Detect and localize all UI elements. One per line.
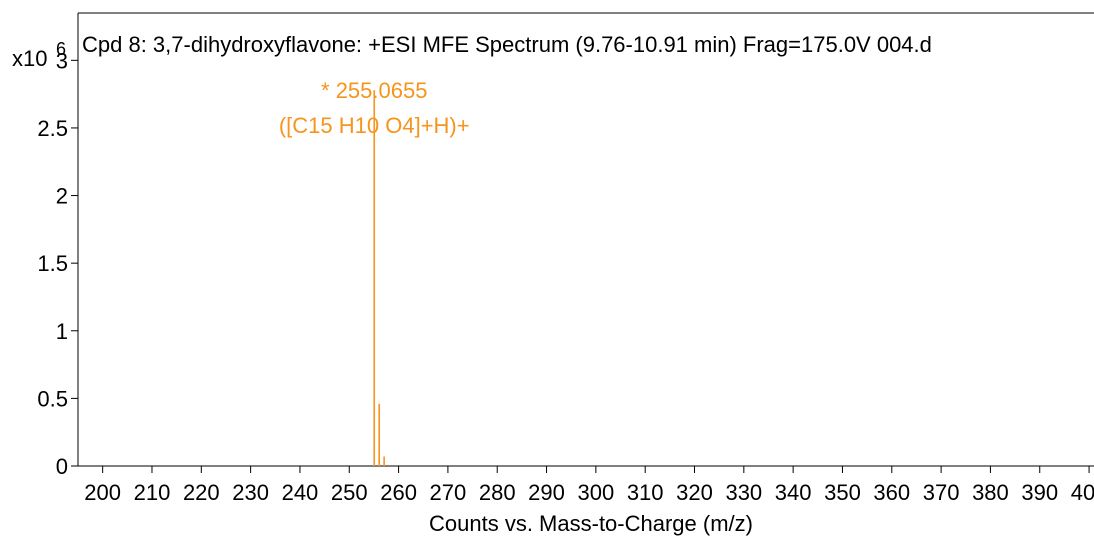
y-axis-ticks: 0 0.5 1 1.5 2 2.5 3	[37, 48, 78, 479]
x-tick-label: 250	[331, 480, 368, 505]
x-tick-label: 360	[873, 480, 910, 505]
spectrum-peaks	[373, 90, 385, 466]
x-tick-label: 340	[775, 480, 812, 505]
x-tick-label: 310	[627, 480, 664, 505]
x-tick-label: 380	[972, 480, 1009, 505]
y-tick-label: 2.5	[37, 116, 68, 141]
y-multiplier-exponent: 6	[56, 39, 66, 59]
x-tick-label: 210	[134, 480, 171, 505]
y-tick-label: 2	[56, 184, 68, 209]
x-tick-label: 300	[578, 480, 615, 505]
y-tick-label: 0.5	[37, 386, 68, 411]
chart-title: Cpd 8: 3,7-dihydroxyflavone: +ESI MFE Sp…	[82, 32, 932, 57]
x-tick-label: 200	[84, 480, 121, 505]
x-tick-label: 220	[183, 480, 220, 505]
y-tick-label: 3	[56, 48, 68, 73]
peak-annotations: * 255.0655 ([C15 H10 O4]+H)+	[279, 78, 470, 138]
x-tick-label: 400	[1071, 480, 1094, 505]
x-tick-label: 270	[430, 480, 467, 505]
plot-frame	[77, 12, 1094, 467]
x-tick-label: 240	[282, 480, 319, 505]
x-tick-label: 330	[725, 480, 762, 505]
x-tick-label: 370	[923, 480, 960, 505]
peak-formula-label: ([C15 H10 O4]+H)+	[279, 113, 470, 138]
peak-mz-label: * 255.0655	[321, 78, 427, 103]
x-tick-label: 350	[824, 480, 861, 505]
x-tick-label: 390	[1021, 480, 1058, 505]
x-tick-label: 320	[676, 480, 713, 505]
x-tick-label: 290	[528, 480, 565, 505]
y-multiplier-label: x10	[12, 46, 47, 71]
x-tick-label: 260	[380, 480, 417, 505]
x-axis-ticks: 200 210 220 230 240 250 260 270 280 290 300 310 320 3…	[84, 466, 1094, 505]
x-tick-label: 280	[479, 480, 516, 505]
y-tick-label: 0	[56, 454, 68, 479]
y-tick-label: 1	[56, 319, 68, 344]
x-axis-title: Counts vs. Mass-to-Charge (m/z)	[429, 511, 753, 536]
x-tick-label: 230	[232, 480, 269, 505]
y-tick-label: 1.5	[37, 251, 68, 276]
